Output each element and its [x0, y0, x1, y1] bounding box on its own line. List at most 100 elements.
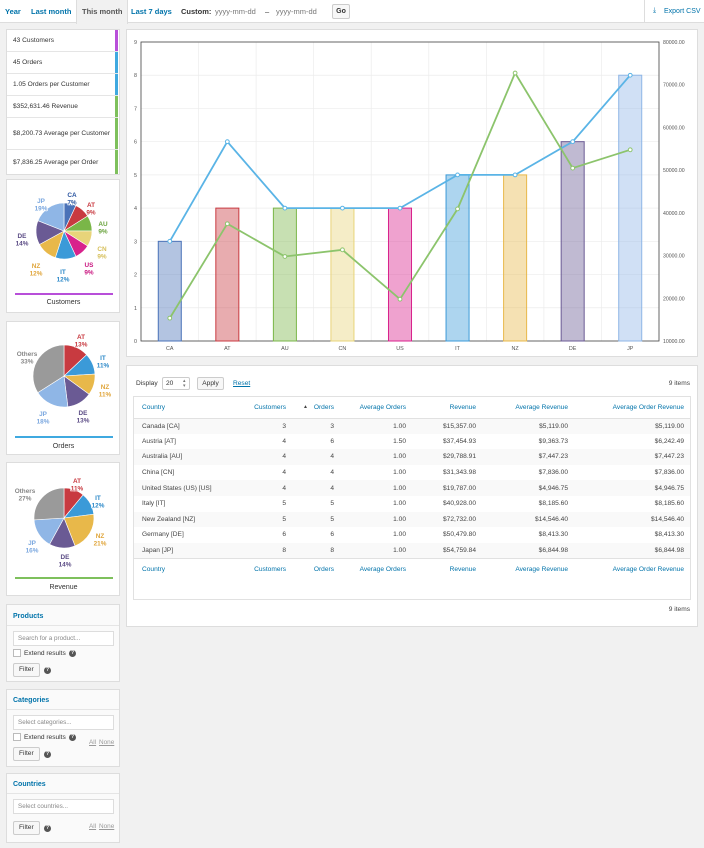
export-csv-button[interactable]: ⤓ Export CSV: [644, 0, 704, 23]
bar-ca: [157, 240, 182, 342]
pie-label-pct: 16%: [26, 548, 39, 555]
column-footer-orders[interactable]: Orders: [308, 557, 334, 580]
series-point: [282, 254, 288, 259]
apply-button[interactable]: Apply: [197, 377, 224, 390]
tab-this-month[interactable]: This month: [76, 0, 129, 24]
column-footer-country[interactable]: Country: [134, 557, 230, 580]
date-to-input[interactable]: yyyy-mm-dd: [276, 7, 317, 16]
help-icon[interactable]: ?: [44, 667, 51, 674]
column-footer-average-orders[interactable]: Average Orders: [334, 557, 406, 580]
cell-revenue: $29,788.91: [406, 449, 476, 465]
stat-orders-per-customer: 1.05 Orders per Customer: [7, 74, 118, 96]
per-page-value: 20: [166, 380, 174, 387]
stat-text: 43 Customers: [13, 37, 55, 44]
pie-slice-others: [33, 487, 65, 521]
column-header-average-revenue[interactable]: Average Revenue: [476, 397, 568, 419]
series-point: [282, 205, 288, 211]
cell-country: Germany [DE]: [142, 531, 184, 539]
categories-select[interactable]: Select categories...: [13, 715, 114, 730]
cell-average-revenue: $7,447.23: [476, 449, 568, 465]
column-header-average-orders[interactable]: Average Orders: [334, 397, 406, 419]
table-row: Germany [DE] 6 6 1.00 $50,479.80 $8,413.30 $8,…: [134, 527, 690, 543]
go-button[interactable]: Go: [332, 4, 350, 19]
report-table-frame: Country Customers ▲ Orders Average Order…: [133, 396, 691, 600]
filter-button[interactable]: Filter: [13, 821, 40, 835]
cell-average-revenue: $6,844.98: [476, 542, 568, 559]
date-from-input[interactable]: yyyy-mm-dd: [215, 7, 256, 16]
column-header-country[interactable]: Country: [134, 397, 230, 419]
table-row: Austria [AT] 4 6 1.50 $37,454.93 $9,363.73 $6,…: [134, 434, 690, 450]
table-row: Italy [IT] 5 5 1.00 $40,928.00 $8,185.60 $8,18…: [134, 496, 690, 512]
series-point: [167, 315, 173, 321]
tab-last-7-days[interactable]: Last 7 days: [131, 7, 172, 16]
pie-slice-others: [32, 344, 65, 394]
tab-year[interactable]: Year: [5, 7, 21, 16]
main-chart-panel: 0 1 2 3 4 5 6 7 8 9 10000.00 20000.00 30000.00 40000.…: [126, 29, 698, 357]
column-footer-customers[interactable]: Customers: [230, 557, 286, 580]
tab-last-month[interactable]: Last month: [31, 7, 72, 16]
extend-results-checkbox[interactable]: [13, 649, 21, 657]
column-header-average-order-revenue[interactable]: Average Order Revenue: [568, 397, 690, 419]
help-icon[interactable]: ?: [69, 734, 76, 741]
cell-customers: 4: [282, 469, 286, 477]
report-range-bar: Year Last month This month Last 7 days C…: [0, 0, 704, 24]
stat-text: $7,836.25 Average per Order: [13, 158, 99, 166]
extend-results-checkbox[interactable]: [13, 733, 21, 741]
select-all-link[interactable]: All: [89, 739, 97, 746]
bar-nz: [503, 174, 528, 342]
help-icon[interactable]: ?: [69, 650, 76, 657]
select-all-link[interactable]: All: [89, 823, 97, 830]
spinner-icon[interactable]: ▴ ▾: [183, 378, 186, 389]
series-point: [397, 296, 403, 302]
pie-label-pct: 12%: [92, 503, 105, 510]
cell-orders: 4: [308, 480, 334, 496]
pie-label-pct: 12%: [57, 277, 70, 284]
pie-accent-line: [15, 293, 113, 295]
column-header-revenue[interactable]: Revenue: [406, 397, 476, 419]
pie-label-at: AT9%: [86, 201, 97, 217]
product-search-input[interactable]: Search for a product...: [13, 631, 114, 646]
countries-filter-widget: Countries Select countries... All None F…: [6, 773, 120, 843]
column-footer-average-revenue[interactable]: Average Revenue: [476, 557, 568, 580]
countries-select[interactable]: Select countries...: [13, 799, 114, 814]
select-none-link[interactable]: None: [99, 739, 115, 746]
cell-customers: 6: [282, 531, 286, 539]
table-row: New Zealand [NZ] 5 5 1.00 $72,732.00 $14,546.…: [134, 511, 690, 528]
filter-button[interactable]: Filter: [13, 663, 40, 677]
orders-pie-panel: AT 13% IT 11% NZ 11% DE 13% JP 18% Others 33% Order…: [6, 321, 120, 455]
categories-filter-widget: Categories Select categories... Extend r…: [6, 689, 120, 767]
column-footer-average-order-revenue[interactable]: Average Order Revenue: [568, 557, 690, 580]
pie-label-name: AT: [77, 334, 85, 341]
y-tick-right: 10000.00: [663, 339, 685, 345]
column-header-customers[interactable]: Customers: [230, 397, 286, 419]
cell-customers: 5: [282, 500, 286, 508]
reset-link[interactable]: Reset: [233, 380, 251, 387]
download-icon: ⤓: [653, 7, 657, 14]
help-icon[interactable]: ?: [44, 825, 51, 832]
pie-label-name: Others: [17, 351, 38, 358]
column-footer-revenue[interactable]: Revenue: [406, 557, 476, 580]
cell-customers: 3: [230, 418, 286, 434]
cell-customers: 8: [230, 542, 286, 559]
pie-label-name: US: [85, 262, 95, 269]
select-none-link[interactable]: None: [99, 823, 115, 830]
filter-button[interactable]: Filter: [13, 747, 40, 761]
cell-country: Australia [AU]: [134, 449, 230, 465]
pie-label-pct: 21%: [94, 541, 107, 548]
pie-label-name: JP: [28, 540, 37, 547]
divider: [7, 709, 119, 710]
per-page-input[interactable]: 20 ▴ ▾: [162, 377, 190, 390]
column-header-orders[interactable]: Orders: [308, 397, 334, 419]
cell-average-orders: 1.00: [334, 418, 406, 434]
help-icon[interactable]: ?: [44, 751, 51, 758]
widget-title: Categories: [13, 697, 50, 704]
series-point: [340, 247, 345, 253]
cell-revenue: $15,357.00: [406, 418, 476, 434]
cell-orders: 5: [308, 511, 334, 528]
sort-asc-icon[interactable]: ▲: [286, 397, 308, 419]
pie-label-pct: 14%: [59, 562, 72, 569]
